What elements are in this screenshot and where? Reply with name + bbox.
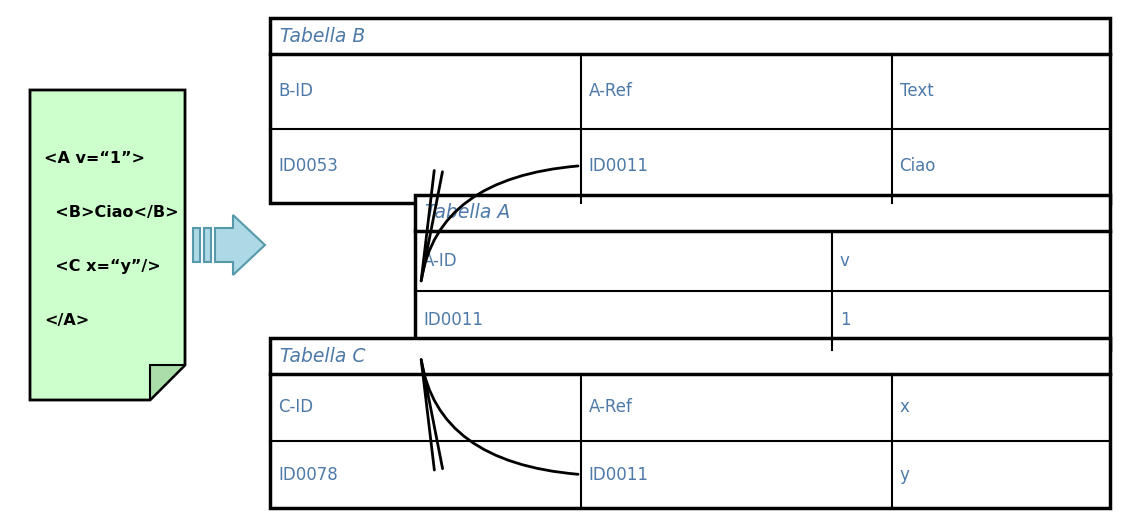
Text: ID0011: ID0011 xyxy=(423,311,483,329)
Text: <A v=“1”>: <A v=“1”> xyxy=(44,151,145,165)
Text: <C x=“y”/>: <C x=“y”/> xyxy=(44,259,160,274)
Text: Text: Text xyxy=(900,82,933,100)
Text: ID0078: ID0078 xyxy=(278,465,338,483)
Text: ID0011: ID0011 xyxy=(589,465,649,483)
Polygon shape xyxy=(215,215,264,275)
Text: Tabella C: Tabella C xyxy=(281,346,365,366)
Polygon shape xyxy=(150,365,185,400)
Text: A-Ref: A-Ref xyxy=(589,82,633,100)
Text: A-Ref: A-Ref xyxy=(589,398,633,416)
Text: ID0011: ID0011 xyxy=(589,157,649,175)
Text: B-ID: B-ID xyxy=(278,82,313,100)
Bar xyxy=(270,18,1110,203)
Text: <B>Ciao</B>: <B>Ciao</B> xyxy=(44,205,179,220)
Text: C-ID: C-ID xyxy=(278,398,313,416)
Text: </A>: </A> xyxy=(44,314,89,328)
Text: y: y xyxy=(900,465,909,483)
Text: ID0053: ID0053 xyxy=(278,157,338,175)
Bar xyxy=(414,195,1110,350)
Polygon shape xyxy=(30,90,185,400)
Bar xyxy=(204,228,211,262)
Text: x: x xyxy=(900,398,909,416)
Bar xyxy=(194,228,200,262)
Text: Ciao: Ciao xyxy=(900,157,935,175)
Text: v: v xyxy=(840,252,850,270)
Text: 1: 1 xyxy=(840,311,851,329)
Bar xyxy=(270,338,1110,508)
Text: Tabella A: Tabella A xyxy=(425,203,511,222)
Text: A-ID: A-ID xyxy=(423,252,458,270)
Text: Tabella B: Tabella B xyxy=(281,26,365,45)
